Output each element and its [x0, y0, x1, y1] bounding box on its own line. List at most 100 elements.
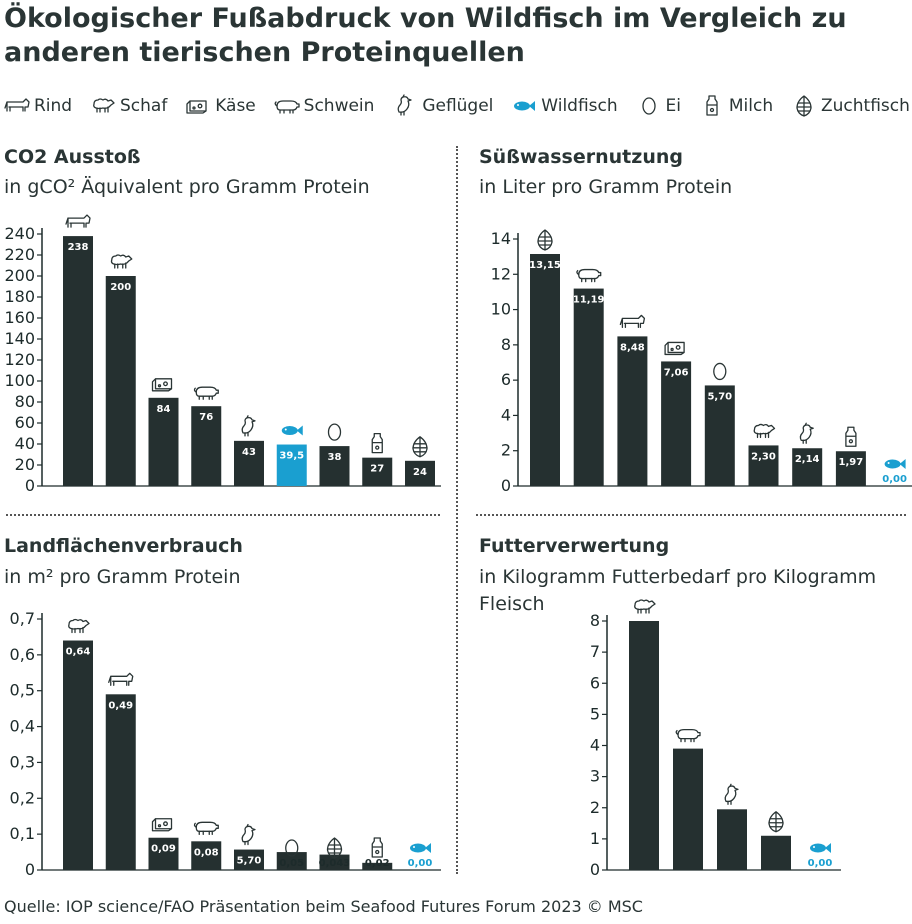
cheese-icon: [151, 378, 173, 392]
bar-zuchtfisch: [761, 835, 791, 870]
y-tick-label: 40: [15, 434, 35, 453]
y-tick-label: 10: [491, 300, 511, 319]
cheese-icon: [186, 100, 207, 114]
data-label: 24: [413, 467, 427, 478]
data-label: 0,49: [108, 700, 133, 711]
co2-chart: 0 20 40 60 80 100 120 140 160 180 200 220 240 238 200 8…: [4, 214, 441, 495]
chicken-icon: [799, 422, 814, 444]
egg-icon: [641, 97, 656, 115]
legend-label: Schaf: [119, 96, 168, 116]
y-tick-label: 12: [491, 264, 511, 283]
chicken-icon: [241, 823, 256, 846]
land-chart: 0 0,1 0,2 0,3 0,4 0,5 0,6 0,7 0,64 0,49 0,09 0,08 5,…: [10, 609, 441, 879]
farmed-fish-icon: [537, 229, 553, 251]
legend-label: Schwein: [303, 96, 375, 116]
cheese-icon: [151, 818, 173, 832]
data-label: 2,14: [795, 454, 820, 465]
y-tick-label: 180: [4, 287, 35, 306]
bar-geflügel: [234, 849, 264, 870]
y-tick-label: 2: [590, 798, 600, 817]
data-label: 0,08: [194, 847, 219, 858]
bar-milch: [835, 451, 866, 486]
water-chart: 0 2 4 6 8 10 12 14 13,15 11,19 8,48 7,06 5,70 2,30 2,1…: [491, 229, 912, 495]
cow-icon: [4, 98, 30, 112]
y-tick-label: 160: [4, 308, 35, 327]
source-note: Quelle: IOP science/FAO Präsentation bei…: [4, 897, 643, 916]
y-tick-label: 0,4: [10, 717, 35, 736]
y-tick-label: 100: [4, 371, 35, 390]
data-label: 0,05: [279, 858, 304, 869]
data-label: 5,70: [237, 856, 262, 867]
legend-item-schaf: Schaf: [90, 94, 167, 118]
legend-label: Wildfisch: [541, 96, 618, 116]
pig-icon: [193, 386, 219, 400]
y-tick-label: 6: [501, 370, 511, 389]
data-label: 43: [242, 447, 256, 458]
y-tick-label: 240: [4, 224, 35, 243]
y-tick-label: 120: [4, 350, 35, 369]
bar-rind: [617, 336, 648, 486]
y-tick-label: 8: [590, 611, 600, 630]
y-tick-label: 7: [590, 642, 600, 661]
y-tick-label: 200: [4, 266, 35, 285]
feed-chart-subtitle: in Kilogramm Futterbedarf pro Kilogramm …: [479, 566, 877, 615]
bar-schwein: [573, 288, 604, 486]
legend-item-rind: Rind: [4, 94, 72, 118]
legend-item-geflügel: Geflügel: [392, 94, 493, 118]
farmed-fish-icon: [768, 811, 784, 833]
legend-label: Geflügel: [422, 96, 494, 116]
feed-chart-title: Futterverwertung: [479, 535, 670, 557]
data-label: 1,97: [839, 457, 864, 468]
vertical-divider: [456, 146, 458, 874]
y-tick-label: 1: [590, 829, 600, 848]
chicken-icon: [724, 783, 739, 805]
land-chart-title: Landflächenverbrauch: [4, 535, 243, 557]
pig-icon: [576, 268, 602, 283]
legend-label: Milch: [728, 96, 774, 116]
data-label: 38: [328, 452, 342, 463]
milk-icon: [371, 837, 383, 858]
feed-chart: 0 1 2 3 4 5 6 7 8 0,00: [590, 599, 841, 879]
legend-item-ei: Ei: [636, 94, 681, 118]
legend-label: Rind: [34, 96, 73, 116]
bar-schwein: [191, 406, 222, 486]
milk-icon: [371, 432, 383, 454]
pig-icon: [274, 100, 300, 114]
pig-icon: [675, 728, 701, 743]
data-label: 238: [68, 242, 89, 253]
y-tick-label: 0,2: [10, 788, 35, 807]
legend-label: Käse: [215, 96, 256, 116]
sheep-icon: [634, 599, 656, 614]
y-tick-label: 20: [15, 455, 35, 474]
egg-icon: [713, 362, 727, 381]
y-tick-label: 80: [15, 392, 35, 411]
y-tick-label: 8: [501, 335, 511, 354]
data-label: 39,5: [279, 451, 304, 462]
bar-geflügel: [234, 440, 264, 486]
pig-icon: [193, 821, 219, 835]
data-label: 11,19: [573, 295, 605, 306]
co2-chart-subtitle: in gCO² Äquivalent pro Gramm Protein: [4, 176, 370, 198]
cow-icon: [108, 672, 134, 686]
y-tick-label: 0,5: [10, 681, 35, 700]
data-label: 0,02: [365, 858, 390, 869]
fish-icon: [281, 425, 303, 436]
sheep-icon: [110, 254, 133, 269]
data-label: 0,00: [808, 858, 833, 869]
bar-milch: [362, 457, 393, 486]
cheese-icon: [664, 341, 685, 356]
y-tick-label: 220: [4, 245, 35, 264]
y-tick-label: 4: [501, 405, 511, 424]
bar-zuchtfisch: [405, 460, 435, 486]
bar-rind: [63, 236, 93, 486]
data-label: 0,00: [882, 474, 907, 485]
data-label: 0,64: [66, 647, 91, 658]
milk-icon: [706, 95, 718, 116]
legend-item-käse: Käse: [185, 94, 256, 118]
legend-label: Zuchtfisch: [820, 96, 910, 116]
bar-schaf: [63, 640, 93, 870]
bar-wildfisch: [276, 444, 307, 486]
bar-zuchtfisch: [319, 854, 350, 870]
bar-schwein: [673, 748, 703, 870]
